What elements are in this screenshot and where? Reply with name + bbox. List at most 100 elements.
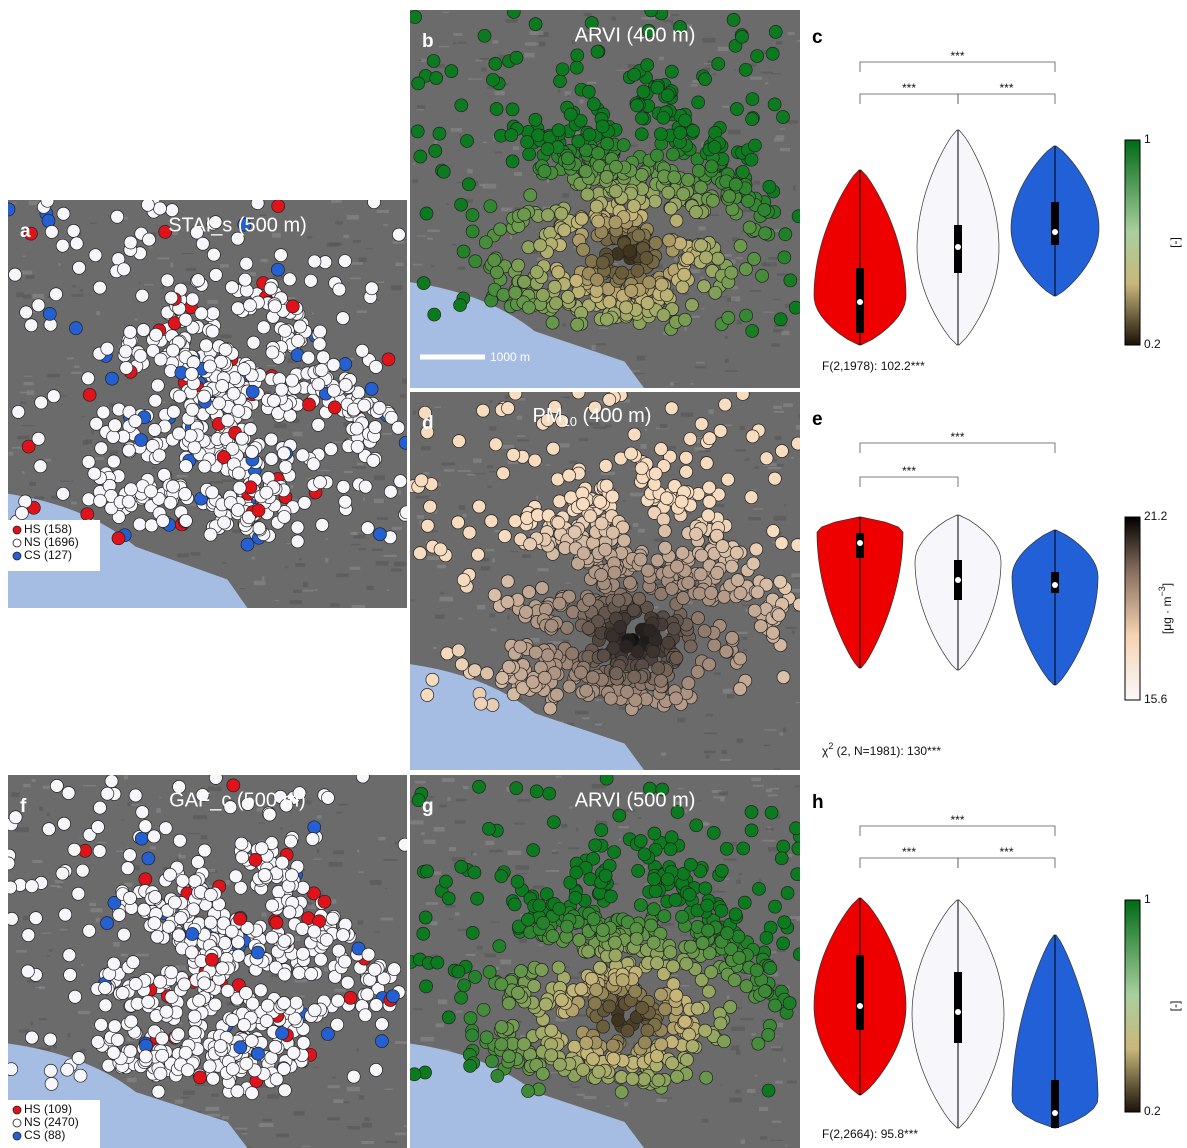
site	[2, 857, 15, 870]
site	[548, 280, 561, 293]
site	[502, 1050, 515, 1063]
site	[489, 438, 502, 451]
site	[63, 949, 76, 962]
site	[314, 476, 327, 489]
site	[524, 538, 537, 551]
site	[680, 1053, 693, 1066]
site	[148, 423, 161, 436]
texture	[421, 832, 425, 835]
site	[703, 481, 716, 494]
site	[625, 284, 638, 297]
site	[69, 322, 82, 335]
texture	[580, 99, 584, 103]
map-title: GAF_c (500 m)	[169, 789, 306, 811]
texture	[771, 73, 780, 74]
site	[124, 892, 137, 905]
site	[697, 280, 710, 293]
texture	[594, 722, 601, 724]
texture	[489, 850, 503, 853]
texture	[91, 430, 94, 434]
texture	[480, 184, 485, 186]
site	[251, 197, 264, 210]
site	[729, 908, 742, 921]
site	[367, 454, 380, 467]
median	[955, 1009, 961, 1015]
texture	[11, 792, 19, 797]
texture	[135, 318, 138, 320]
site	[509, 515, 522, 528]
site	[193, 994, 206, 1007]
texture	[358, 920, 364, 924]
site	[712, 252, 725, 265]
site	[638, 1073, 651, 1086]
texture	[641, 17, 655, 19]
site	[93, 801, 106, 814]
site	[283, 273, 296, 286]
site	[315, 364, 328, 377]
site	[760, 452, 773, 465]
texture	[347, 215, 359, 219]
texture	[684, 326, 686, 330]
site	[502, 660, 515, 673]
site	[766, 47, 779, 60]
texture	[353, 532, 357, 535]
site	[194, 1071, 207, 1084]
site	[314, 325, 327, 338]
site	[231, 302, 244, 315]
texture	[505, 19, 517, 23]
texture	[240, 588, 246, 589]
texture	[222, 1116, 229, 1119]
site	[603, 1000, 616, 1013]
texture	[242, 1133, 248, 1135]
site	[633, 592, 646, 605]
site	[530, 785, 543, 798]
texture	[662, 1097, 673, 1098]
site	[154, 1067, 167, 1080]
texture	[473, 473, 486, 474]
stat-rest: (2, N=1981): 130***	[833, 744, 941, 758]
site	[302, 351, 315, 364]
site	[35, 396, 48, 409]
site	[712, 57, 725, 70]
texture	[674, 383, 679, 384]
texture	[441, 463, 455, 466]
site	[501, 402, 514, 415]
median	[857, 1003, 863, 1009]
site	[331, 994, 344, 1007]
site	[186, 927, 199, 940]
statistic: F(2,1978): 102.2***	[822, 359, 925, 373]
texture	[736, 257, 743, 259]
site	[550, 297, 563, 310]
site	[599, 869, 612, 882]
site	[586, 671, 599, 684]
site	[734, 682, 747, 695]
texture	[771, 343, 780, 346]
site	[577, 547, 590, 560]
site	[105, 775, 118, 788]
site	[660, 492, 673, 505]
site	[320, 933, 333, 946]
site	[445, 65, 458, 78]
texture	[619, 707, 626, 710]
site	[270, 1073, 283, 1086]
texture	[437, 565, 446, 568]
texture	[641, 444, 647, 449]
median	[857, 540, 863, 546]
significance-bracket	[860, 94, 958, 104]
texture	[701, 308, 704, 309]
site	[82, 455, 95, 468]
site	[693, 587, 706, 600]
site	[725, 560, 738, 573]
significance-bracket	[860, 443, 1055, 453]
site	[235, 837, 248, 850]
site	[179, 1046, 192, 1059]
texture	[442, 778, 455, 782]
site	[643, 624, 656, 637]
site	[25, 1031, 38, 1044]
site	[635, 168, 648, 181]
texture	[671, 14, 679, 16]
site	[588, 997, 601, 1010]
site	[690, 527, 703, 540]
site	[45, 1077, 58, 1090]
site	[651, 81, 664, 94]
